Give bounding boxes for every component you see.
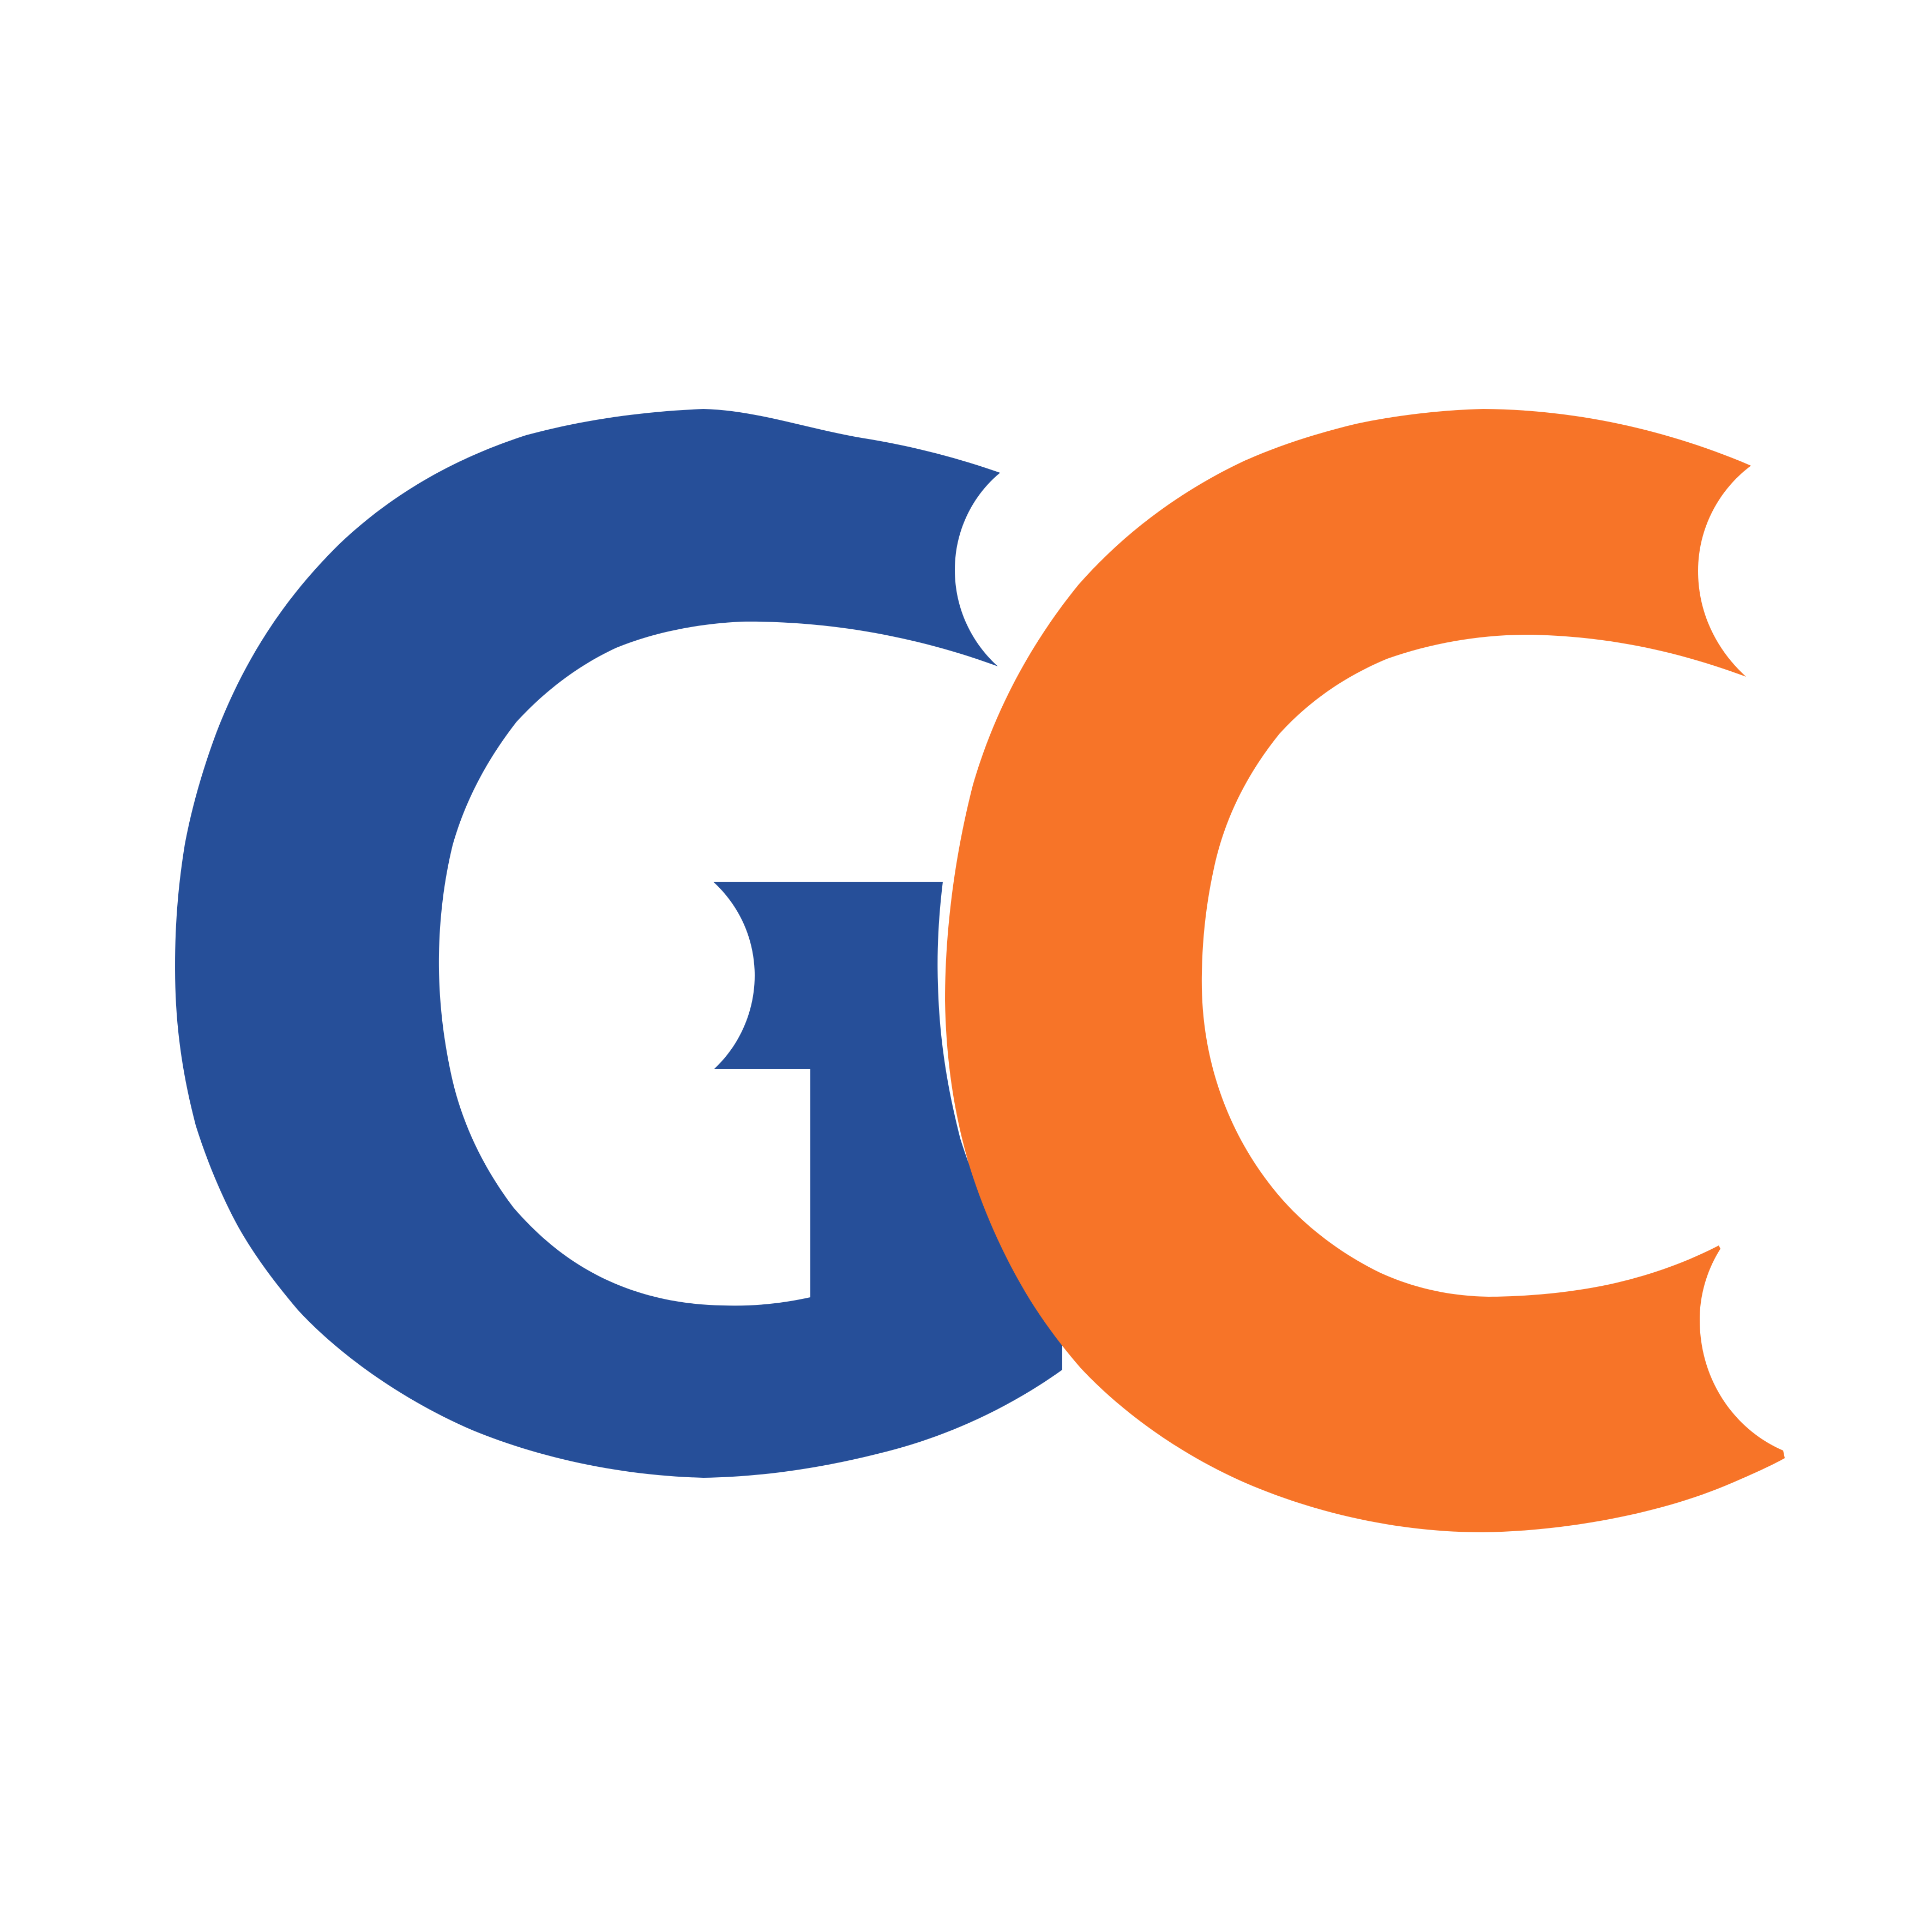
logo-letter-g [175,409,1062,1478]
logo-letter-c [945,409,1785,1532]
